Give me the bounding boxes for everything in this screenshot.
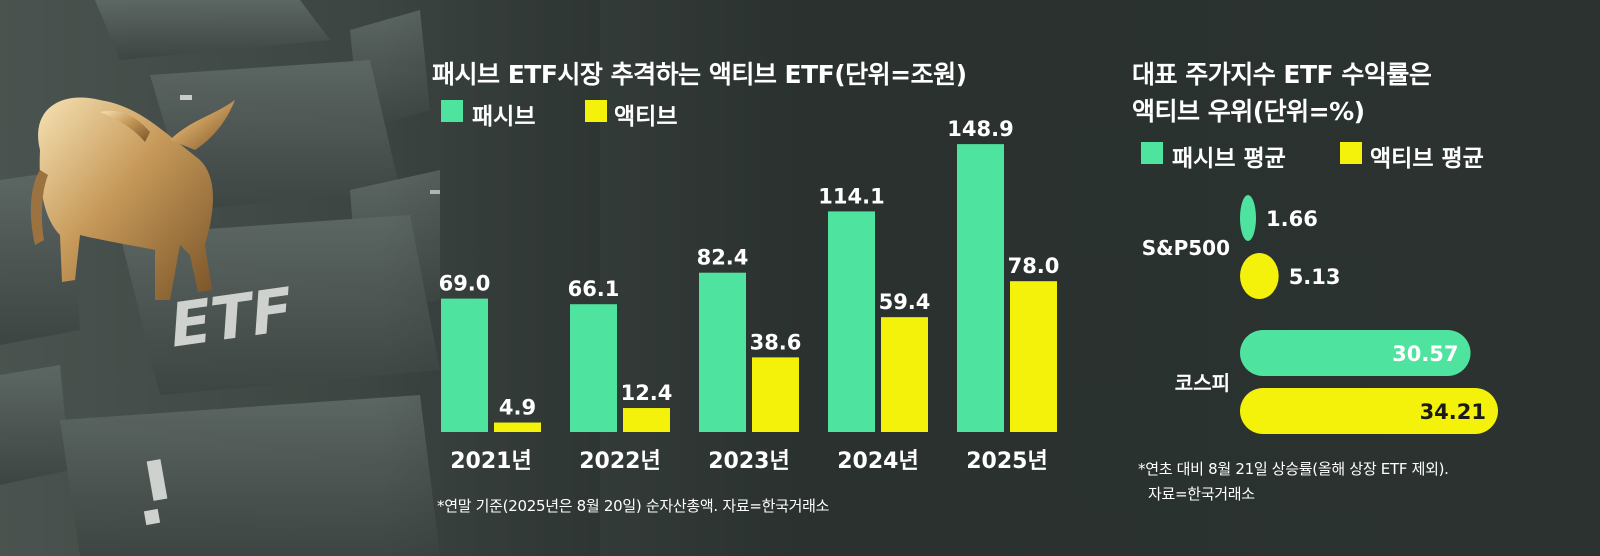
legend-swatch-passive-avg: [1141, 142, 1163, 164]
legend-swatch-active-avg: [1340, 142, 1362, 164]
bar-active-1: [623, 408, 670, 432]
data-label-active-0: 4.9: [499, 396, 536, 420]
x-tick-label-0: 2021년: [450, 449, 531, 470]
bar-passive-4: [957, 144, 1004, 433]
left-bar-chart: 69.0 4.9 2021년 66.1 12.4 2022년 82.4 38.6 2023년 11…: [439, 117, 1060, 470]
right-chart-title-line2: 액티브 우위(단위=%): [1132, 97, 1365, 126]
bar-passive-3: [828, 211, 875, 432]
bar-passive-2: [699, 272, 746, 432]
left-chart-title: 패시브 ETF시장 추격하는 액티브 ETF(단위=조원): [432, 60, 967, 89]
data-label-active-3: 59.4: [879, 290, 931, 314]
x-tick-label-3: 2024년: [837, 449, 918, 470]
right-bar-chart: 1.66 5.13 S&P500 30.57 34.21 코스피: [1142, 195, 1498, 434]
right-chart-title-line1: 대표 주가지수 ETF 수익률은: [1132, 60, 1432, 89]
category-label-1: 코스피: [1175, 371, 1230, 395]
category-label-0: S&P500: [1142, 236, 1230, 260]
x-tick-label-1: 2022년: [579, 449, 660, 470]
legend-swatch-passive: [441, 100, 463, 122]
data-label-passive-2: 82.4: [697, 246, 749, 270]
legend-label-passive-avg: 패시브 평균: [1172, 146, 1286, 172]
data-label-active-1: 12.4: [621, 381, 673, 405]
bar-passive-1: [570, 304, 617, 432]
x-tick-label-4: 2025년: [966, 449, 1047, 470]
right-chart-footnote-line2: 자료=한국거래소: [1148, 485, 1255, 503]
hbar-label-active-0: 5.13: [1289, 265, 1341, 289]
data-label-passive-1: 66.1: [568, 277, 620, 301]
bar-active-0: [494, 422, 541, 432]
left-chart-footnote: *연말 기준(2025년은 8월 20일) 순자산총액. 자료=한국거래소: [437, 497, 830, 515]
legend-label-active: 액티브: [614, 104, 678, 130]
keyboard-keys: ETF: [0, 0, 440, 556]
legend-swatch-active: [585, 100, 607, 122]
bar-passive-0: [441, 298, 488, 432]
bar-active-3: [881, 317, 928, 432]
data-label-passive-0: 69.0: [439, 272, 491, 296]
legend-label-passive: 패시브: [472, 104, 536, 130]
hbar-active-0: [1240, 253, 1279, 299]
data-label-passive-4: 148.9: [947, 117, 1013, 141]
hbar-label-active-1: 34.21: [1420, 400, 1486, 424]
hbar-active-1: [1240, 388, 1498, 434]
data-label-passive-3: 114.1: [818, 184, 884, 208]
hbar-passive-1: [1240, 330, 1471, 376]
golden-bull: [30, 97, 235, 300]
hbar-label-passive-0: 1.66: [1266, 207, 1318, 231]
hbar-label-passive-1: 30.57: [1392, 342, 1458, 366]
right-chart-footnote-line1: *연초 대비 8월 21일 상승률(올해 상장 ETF 제외).: [1138, 460, 1449, 478]
data-label-active-4: 78.0: [1008, 254, 1060, 278]
x-tick-label-2: 2023년: [708, 449, 789, 470]
data-label-active-2: 38.6: [750, 330, 802, 354]
hbar-passive-0: [1240, 195, 1256, 241]
legend-label-active-avg: 액티브 평균: [1370, 146, 1484, 172]
bar-active-2: [752, 357, 799, 432]
bar-active-4: [1010, 281, 1057, 432]
